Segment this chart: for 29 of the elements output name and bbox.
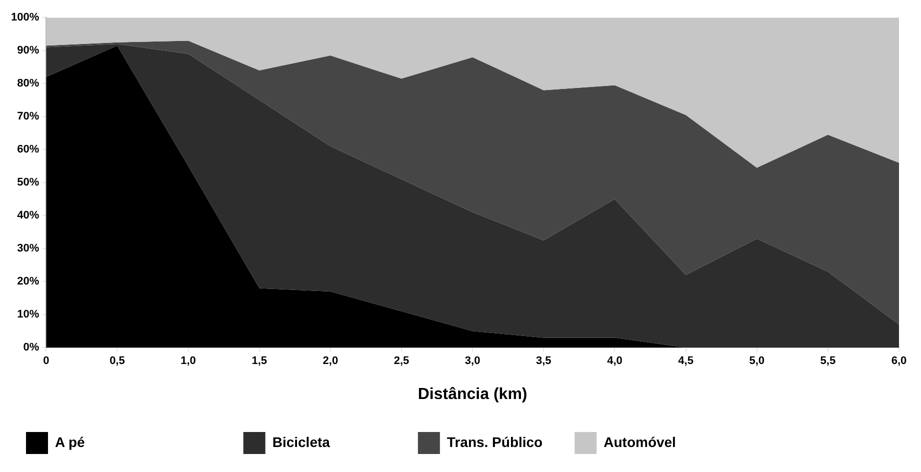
y-tick-label: 30% [17,242,40,255]
y-tick-label: 70% [17,110,40,123]
y-tick-label: 20% [17,276,40,288]
x-tick-label: 5,5 [820,355,836,368]
y-tick-label: 60% [17,144,40,156]
x-tick-label: 4,5 [678,355,694,368]
x-tick-label: 4,0 [607,355,622,368]
y-tick-label: 40% [17,210,40,222]
legend-label: Bicicleta [272,434,400,450]
y-tick-label: 90% [17,44,40,57]
x-tick-label: 3,5 [536,355,552,368]
x-tick-label: 0,5 [110,355,125,368]
x-tick-label: 5,0 [749,355,765,368]
legend-label: A pé [55,434,225,450]
y-tick-label: 100% [10,12,40,24]
y-tick-label: 50% [17,176,40,189]
y-tick-label: 10% [17,308,40,321]
x-tick-label: 2,0 [322,355,338,368]
x-tick-label: 2,5 [394,355,410,368]
legend-label: Automóvel [604,434,676,450]
y-tick-label: 80% [17,78,40,90]
x-tick-label: 1,5 [252,355,267,368]
x-axis-title: Distância (km) [418,386,528,403]
legend-label: Trans. Público [446,434,557,450]
x-tick-label: 0 [43,355,50,368]
y-tick-label: 0% [23,342,40,354]
x-tick-label: 6,0 [891,355,907,368]
x-tick-label: 3,0 [464,355,480,368]
x-tick-label: 1,0 [180,355,196,368]
